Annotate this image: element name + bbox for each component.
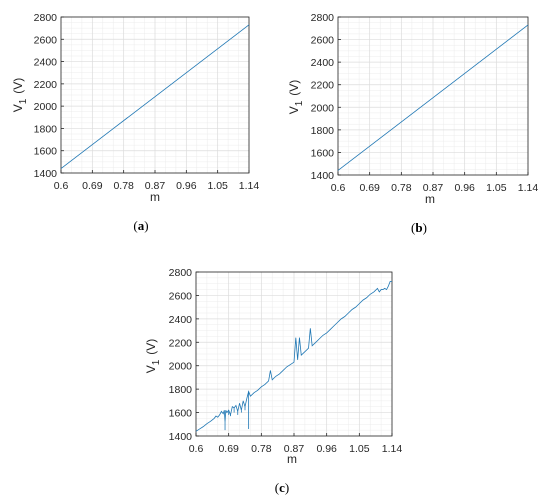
panel-c-chart: 0.6 0.69 0.78 0.87 0.96 1.05 1.14 1400 1600 1800… [144,267,402,495]
panel-a-x-tick-label: 0.96 [176,180,197,192]
panel-b-series-line [337,24,529,171]
panel-b-y-tick-label: 2800 [311,12,335,24]
panel-c-y-ticks: 1400 1600 1800 2000 2200 2400 2600 2800 [169,267,199,443]
panel-a-chart: 0.6 0.69 0.78 0.87 0.96 1.05 1.14 1400 1600 1800… [11,12,259,233]
panel-a-x-axis-label: m [150,190,160,204]
panel-b-y-tick-label: 2000 [311,102,335,114]
panel-b-grid [337,16,529,176]
panel-a-y-tick-label: 1400 [34,168,58,180]
panel-c-caption: (c) [275,480,289,495]
panel-c-series [195,280,392,432]
panel-b-y-ticks: 1400 1600 1800 2000 2200 2400 2600 2800 [311,12,341,182]
panel-c-y-tick-label: 2800 [169,267,193,279]
panel-a-x-tick-label: 0.87 [145,180,166,192]
panel-b-x-tick-label: 0.6 [331,182,346,194]
panel-a-y-tick-label: 2200 [34,79,58,91]
panel-c-y-tick-label: 1600 [169,408,193,420]
panel-c-y-tick-label: 2600 [169,290,193,302]
panel-a-y-tick-label: 1600 [34,146,58,158]
panel-a-x-tick-label: 1.14 [239,180,260,192]
panel-b-x-tick-label: 1.05 [486,182,507,194]
panel-c-x-tick-label: 0.69 [218,443,239,455]
panel-a-y-tick-label: 2600 [34,34,58,46]
panel-b-y-tick-label: 2600 [311,35,335,47]
panel-b-y-tick-label: 1600 [311,147,335,159]
panel-b-y-tick-label: 2200 [311,80,335,92]
panel-b-series [337,24,529,171]
panel-a-grid [60,16,250,174]
panel-a-y-tick-label: 1800 [34,123,58,135]
panel-b-x-tick-label: 0.96 [454,182,475,194]
panel-c-x-tick-label: 0.87 [284,443,305,455]
panel-b-x-tick-label: 0.78 [391,182,412,194]
panel-b-y-tick-label: 1400 [311,170,335,182]
panel-c-y-tick-label: 2400 [169,314,193,326]
panel-b-caption: (b) [411,220,427,235]
panel-c-x-axis-label: m [287,452,297,466]
panel-a-x-tick-label: 0.78 [113,180,134,192]
panel-c-x-tick-label: 0.96 [316,443,337,455]
panel-b-y-tick-label: 1800 [311,125,335,137]
panel-a-x-ticks: 0.6 0.69 0.78 0.87 0.96 1.05 1.14 [54,170,260,192]
panel-c-x-tick-label: 0.6 [189,443,204,455]
panel-c-x-tick-label: 0.78 [251,443,272,455]
panel-a-x-tick-label: 0.69 [82,180,103,192]
panel-b-x-tick-label: 1.14 [518,182,539,194]
panel-c-x-ticks: 0.6 0.69 0.78 0.87 0.96 1.05 1.14 [189,433,403,455]
panel-c-y-tick-label: 2000 [169,361,193,373]
panel-a-x-tick-label: 1.05 [207,180,228,192]
panel-c-series-line [195,280,392,432]
panel-b-x-axis-label: m [425,192,435,206]
panel-c-y-tick-label: 2200 [169,337,193,349]
panel-c-y-tick-label: 1800 [169,384,193,396]
panel-c-y-axis-label: V1(V) [144,339,162,374]
panel-b-x-tick-label: 0.69 [359,182,380,194]
panel-b-chart: 0.6 0.69 0.78 0.87 0.96 1.05 1.14 1400 1600 1800… [287,12,538,235]
panel-a-y-tick-label: 2800 [34,12,58,24]
panel-b-x-tick-label: 0.87 [423,182,444,194]
panel-b-y-axis-label: V1(V) [287,80,305,115]
panel-a-y-tick-label: 2400 [34,57,58,69]
panel-a-series [60,24,250,169]
panel-c-y-tick-label: 1400 [169,431,193,443]
panel-a-y-axis-label: V1(V) [11,78,29,113]
panel-c-x-tick-label: 1.05 [349,443,370,455]
panel-a-y-ticks: 1400 1600 1800 2000 2200 2400 2600 2800 [34,12,64,180]
panel-a-y-tick-label: 2000 [34,101,58,113]
panel-a-x-tick-label: 0.6 [54,180,69,192]
panel-b-y-tick-label: 2400 [311,57,335,69]
panel-c-x-tick-label: 1.14 [382,443,403,455]
panel-b-x-ticks: 0.6 0.69 0.78 0.87 0.96 1.05 1.14 [331,172,539,194]
panel-a-caption: (a) [133,218,148,233]
panel-a-series-line [60,24,250,169]
